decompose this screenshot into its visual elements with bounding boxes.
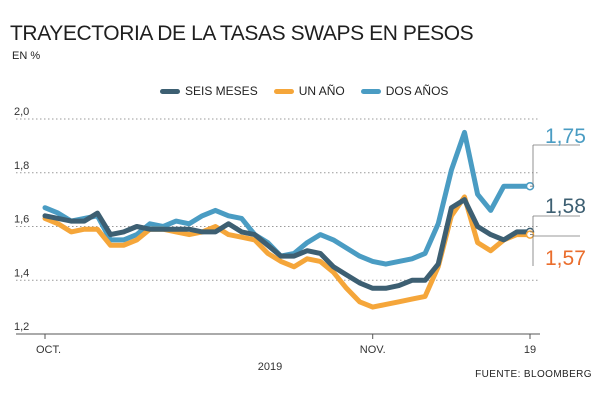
legend-label-seis-meses: SEIS MESES [185,84,258,98]
y-tick-label: 2,0 [14,106,29,118]
series-line-seis-meses [42,197,533,291]
chart-subtitle: EN % [12,50,41,62]
y-tick-label: 1,8 [14,160,29,172]
x-axis-year-label: 2019 [258,361,282,373]
legend-item-seis-meses: SEIS MESES [160,84,258,98]
source-note: FUENTE: BLOOMBERG [475,369,592,380]
callout-leader [530,145,534,187]
x-tick-label: NOV. [360,344,386,356]
end-value-label: 1,75 [545,125,586,148]
legend-item-un-anio: UN AÑO [273,84,345,98]
end-value-label: 1,57 [545,247,586,270]
y-tick-label: 1,4 [14,267,29,279]
legend-swatch-seis-meses [160,88,180,94]
x-tick-label: 19 [524,344,536,356]
legend-swatch-un-anio [273,88,294,94]
callout-leader [530,216,534,233]
series-line-un-anio [42,194,533,310]
y-tick-label: 1,6 [14,214,29,226]
callout-leader [530,234,534,266]
legend: SEIS MESES UN AÑO DOS AÑOS [160,84,448,98]
legend-label-un-anio: UN AÑO [298,84,345,98]
chart-title: TRAYECTORIA DE LA TASAS SWAPS EN PESOS [10,22,474,45]
legend-swatch-dos-anios [360,88,381,94]
end-value-label: 1,58 [545,195,586,218]
x-tick-label: OCT. [36,344,61,356]
legend-label-dos-anios: DOS AÑOS [385,84,449,98]
legend-item-dos-anios: DOS AÑOS [360,84,449,98]
y-tick-label: 1,2 [14,321,29,333]
